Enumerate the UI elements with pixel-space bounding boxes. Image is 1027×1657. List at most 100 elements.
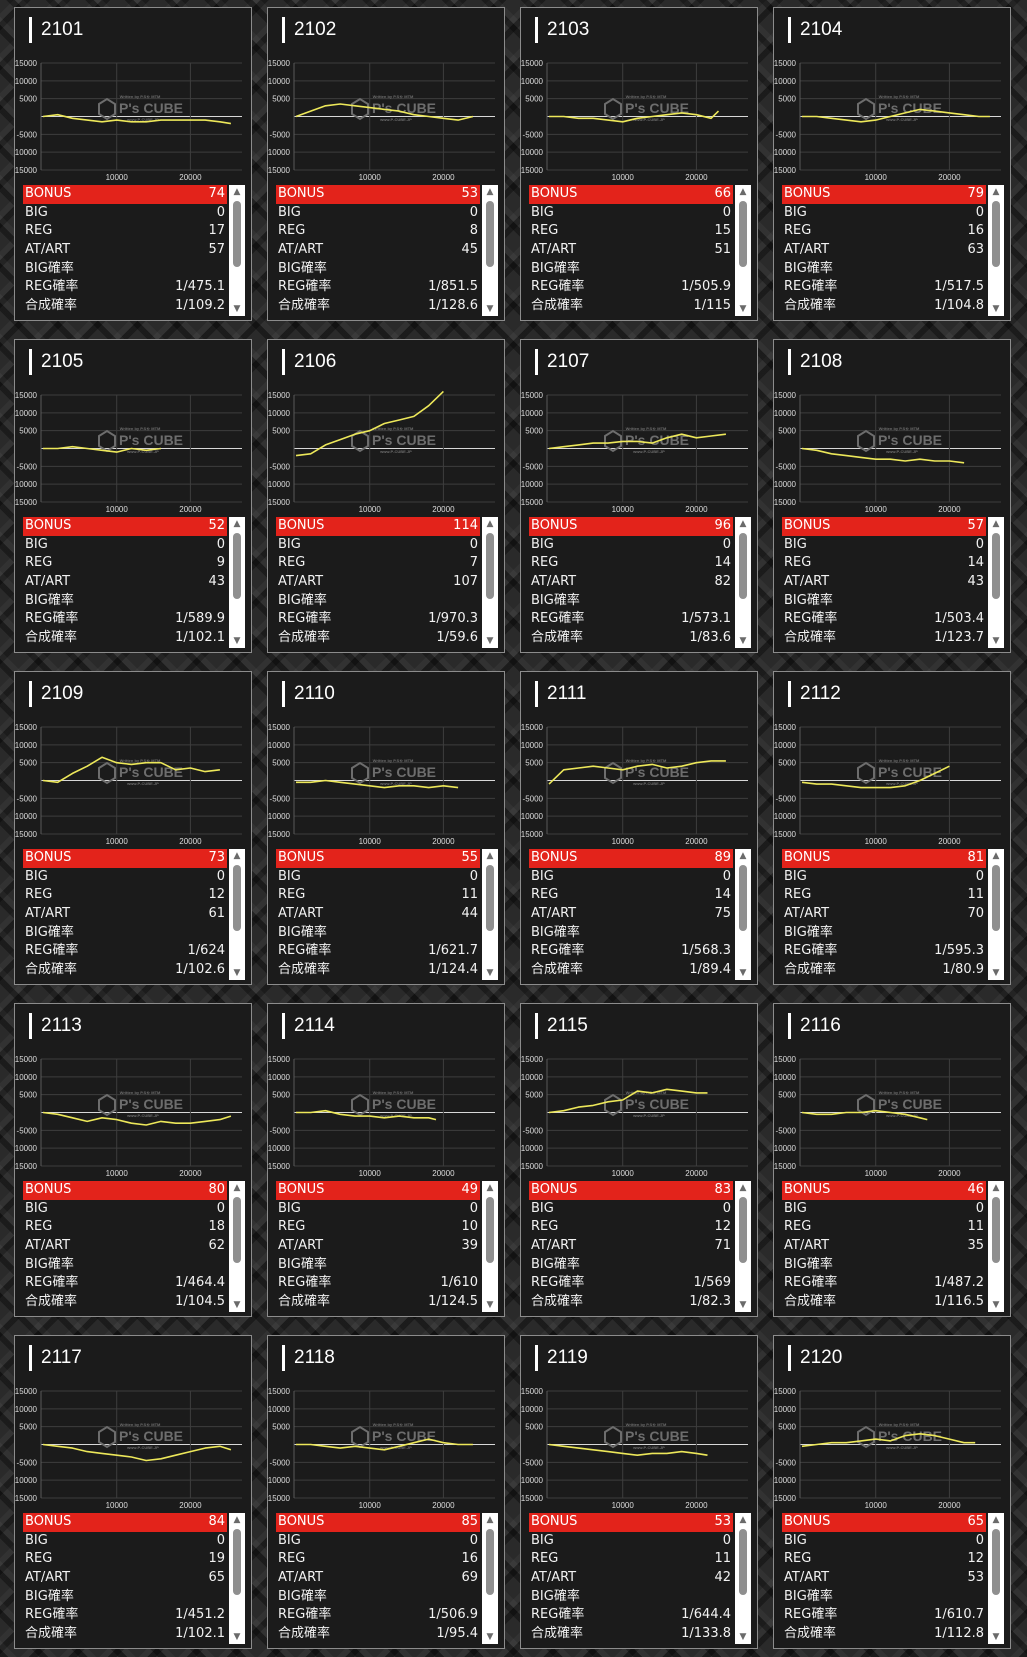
machine-card[interactable]: 2106 15000 10000 5000 -5000 -10000 -15000 10000…: [267, 339, 505, 653]
stats-panel[interactable]: BONUS 53 BIG 0 REG 11 AT/ART 42 BIG確率 REG確率 1/644.…: [529, 1513, 751, 1644]
scrollbar-thumb[interactable]: [739, 1197, 747, 1263]
machine-card[interactable]: 2117 15000 10000 5000 -5000 -10000 -15000 10000…: [14, 1335, 252, 1649]
triangle-down-icon[interactable]: ▼: [992, 304, 1000, 314]
stats-panel[interactable]: BONUS 73 BIG 0 REG 12 AT/ART 61 BIG確率 REG確率 1/624 合…: [23, 849, 245, 980]
triangle-up-icon[interactable]: ▲: [486, 851, 494, 861]
machine-card[interactable]: 2119 15000 10000 5000 -5000 -10000 -15000 10000…: [520, 1335, 758, 1649]
triangle-down-icon[interactable]: ▼: [233, 968, 241, 978]
triangle-up-icon[interactable]: ▲: [233, 1183, 241, 1193]
triangle-down-icon[interactable]: ▼: [992, 1632, 1000, 1642]
triangle-up-icon[interactable]: ▲: [233, 187, 241, 197]
triangle-up-icon[interactable]: ▲: [486, 519, 494, 529]
stats-scrollbar[interactable]: ▲ ▼: [482, 849, 498, 980]
stats-panel[interactable]: BONUS 55 BIG 0 REG 11 AT/ART 44 BIG確率 REG確率 1/621.…: [276, 849, 498, 980]
machine-card[interactable]: 2108 15000 10000 5000 -5000 -10000 -15000 10000…: [773, 339, 1011, 653]
triangle-up-icon[interactable]: ▲: [233, 519, 241, 529]
triangle-up-icon[interactable]: ▲: [486, 1515, 494, 1525]
stats-scrollbar[interactable]: ▲ ▼: [988, 1181, 1004, 1312]
machine-card[interactable]: 2101 15000 10000 5000 -5000 -10000 -15000 10000…: [14, 7, 252, 321]
triangle-up-icon[interactable]: ▲: [739, 1515, 747, 1525]
stats-scrollbar[interactable]: ▲ ▼: [988, 849, 1004, 980]
stats-panel[interactable]: BONUS 84 BIG 0 REG 19 AT/ART 65 BIG確率 REG確率 1/451.…: [23, 1513, 245, 1644]
stats-panel[interactable]: BONUS 80 BIG 0 REG 18 AT/ART 62 BIG確率 REG確率 1/464.…: [23, 1181, 245, 1312]
triangle-down-icon[interactable]: ▼: [486, 968, 494, 978]
scrollbar-thumb[interactable]: [486, 1529, 494, 1595]
triangle-down-icon[interactable]: ▼: [233, 304, 241, 314]
triangle-up-icon[interactable]: ▲: [233, 1515, 241, 1525]
stats-scrollbar[interactable]: ▲ ▼: [482, 1181, 498, 1312]
machine-card[interactable]: 2103 15000 10000 5000 -5000 -10000 -15000 10000…: [520, 7, 758, 321]
triangle-down-icon[interactable]: ▼: [486, 304, 494, 314]
stats-panel[interactable]: BONUS 53 BIG 0 REG 8 AT/ART 45 BIG確率 REG確率 1/851.5…: [276, 185, 498, 316]
machine-card[interactable]: 2113 15000 10000 5000 -5000 -10000 -15000 10000…: [14, 1003, 252, 1317]
machine-card[interactable]: 2109 15000 10000 5000 -5000 -10000 -15000 10000…: [14, 671, 252, 985]
scrollbar-thumb[interactable]: [992, 1197, 1000, 1263]
triangle-up-icon[interactable]: ▲: [739, 851, 747, 861]
triangle-up-icon[interactable]: ▲: [233, 851, 241, 861]
stats-scrollbar[interactable]: ▲ ▼: [229, 1513, 245, 1644]
triangle-up-icon[interactable]: ▲: [992, 1183, 1000, 1193]
triangle-down-icon[interactable]: ▼: [739, 1300, 747, 1310]
machine-card[interactable]: 2104 15000 10000 5000 -5000 -10000 -15000 10000…: [773, 7, 1011, 321]
triangle-down-icon[interactable]: ▼: [486, 1632, 494, 1642]
triangle-down-icon[interactable]: ▼: [233, 636, 241, 646]
stats-panel[interactable]: BONUS 49 BIG 0 REG 10 AT/ART 39 BIG確率 REG確率 1/610 合…: [276, 1181, 498, 1312]
triangle-down-icon[interactable]: ▼: [992, 636, 1000, 646]
scrollbar-thumb[interactable]: [992, 865, 1000, 931]
triangle-down-icon[interactable]: ▼: [233, 1632, 241, 1642]
stats-scrollbar[interactable]: ▲ ▼: [988, 185, 1004, 316]
scrollbar-thumb[interactable]: [992, 533, 1000, 599]
triangle-down-icon[interactable]: ▼: [992, 968, 1000, 978]
scrollbar-thumb[interactable]: [739, 1529, 747, 1595]
stats-scrollbar[interactable]: ▲ ▼: [229, 849, 245, 980]
stats-panel[interactable]: BONUS 114 BIG 0 REG 7 AT/ART 107 BIG確率 REG確率 1/970…: [276, 517, 498, 648]
triangle-down-icon[interactable]: ▼: [739, 968, 747, 978]
scrollbar-thumb[interactable]: [739, 533, 747, 599]
stats-panel[interactable]: BONUS 66 BIG 0 REG 15 AT/ART 51 BIG確率 REG確率 1/505.…: [529, 185, 751, 316]
scrollbar-thumb[interactable]: [992, 201, 1000, 267]
stats-panel[interactable]: BONUS 79 BIG 0 REG 16 AT/ART 63 BIG確率 REG確率 1/517.…: [782, 185, 1004, 316]
machine-card[interactable]: 2116 15000 10000 5000 -5000 -10000 -15000 10000…: [773, 1003, 1011, 1317]
triangle-down-icon[interactable]: ▼: [486, 636, 494, 646]
scrollbar-thumb[interactable]: [739, 201, 747, 267]
machine-card[interactable]: 2107 15000 10000 5000 -5000 -10000 -15000 10000…: [520, 339, 758, 653]
machine-card[interactable]: 2105 15000 10000 5000 -5000 -10000 -15000 10000…: [14, 339, 252, 653]
scrollbar-thumb[interactable]: [486, 201, 494, 267]
stats-scrollbar[interactable]: ▲ ▼: [988, 517, 1004, 648]
stats-scrollbar[interactable]: ▲ ▼: [988, 1513, 1004, 1644]
machine-card[interactable]: 2111 15000 10000 5000 -5000 -10000 -15000 10000…: [520, 671, 758, 985]
triangle-up-icon[interactable]: ▲: [992, 519, 1000, 529]
stats-panel[interactable]: BONUS 65 BIG 0 REG 12 AT/ART 53 BIG確率 REG確率 1/610.…: [782, 1513, 1004, 1644]
stats-panel[interactable]: BONUS 52 BIG 0 REG 9 AT/ART 43 BIG確率 REG確率 1/589.9…: [23, 517, 245, 648]
machine-card[interactable]: 2112 15000 10000 5000 -5000 -10000 -15000 10000…: [773, 671, 1011, 985]
scrollbar-thumb[interactable]: [233, 1529, 241, 1595]
scrollbar-thumb[interactable]: [486, 1197, 494, 1263]
scrollbar-thumb[interactable]: [486, 865, 494, 931]
triangle-up-icon[interactable]: ▲: [486, 1183, 494, 1193]
triangle-up-icon[interactable]: ▲: [992, 187, 1000, 197]
stats-scrollbar[interactable]: ▲ ▼: [229, 517, 245, 648]
stats-scrollbar[interactable]: ▲ ▼: [482, 1513, 498, 1644]
triangle-down-icon[interactable]: ▼: [486, 1300, 494, 1310]
triangle-down-icon[interactable]: ▼: [233, 1300, 241, 1310]
stats-scrollbar[interactable]: ▲ ▼: [229, 185, 245, 316]
triangle-up-icon[interactable]: ▲: [739, 187, 747, 197]
scrollbar-thumb[interactable]: [233, 533, 241, 599]
scrollbar-thumb[interactable]: [486, 533, 494, 599]
machine-card[interactable]: 2110 15000 10000 5000 -5000 -10000 -15000 10000…: [267, 671, 505, 985]
stats-scrollbar[interactable]: ▲ ▼: [735, 185, 751, 316]
stats-panel[interactable]: BONUS 46 BIG 0 REG 11 AT/ART 35 BIG確率 REG確率 1/487.…: [782, 1181, 1004, 1312]
scrollbar-thumb[interactable]: [992, 1529, 1000, 1595]
scrollbar-thumb[interactable]: [233, 1197, 241, 1263]
scrollbar-thumb[interactable]: [739, 865, 747, 931]
triangle-down-icon[interactable]: ▼: [739, 636, 747, 646]
triangle-up-icon[interactable]: ▲: [992, 851, 1000, 861]
triangle-up-icon[interactable]: ▲: [992, 1515, 1000, 1525]
stats-scrollbar[interactable]: ▲ ▼: [735, 1513, 751, 1644]
stats-panel[interactable]: BONUS 89 BIG 0 REG 14 AT/ART 75 BIG確率 REG確率 1/568.…: [529, 849, 751, 980]
stats-panel[interactable]: BONUS 57 BIG 0 REG 14 AT/ART 43 BIG確率 REG確率 1/503.…: [782, 517, 1004, 648]
stats-scrollbar[interactable]: ▲ ▼: [735, 849, 751, 980]
stats-panel[interactable]: BONUS 83 BIG 0 REG 12 AT/ART 71 BIG確率 REG確率 1/569 合…: [529, 1181, 751, 1312]
machine-card[interactable]: 2120 15000 10000 5000 -5000 -10000 -15000 10000…: [773, 1335, 1011, 1649]
triangle-down-icon[interactable]: ▼: [992, 1300, 1000, 1310]
